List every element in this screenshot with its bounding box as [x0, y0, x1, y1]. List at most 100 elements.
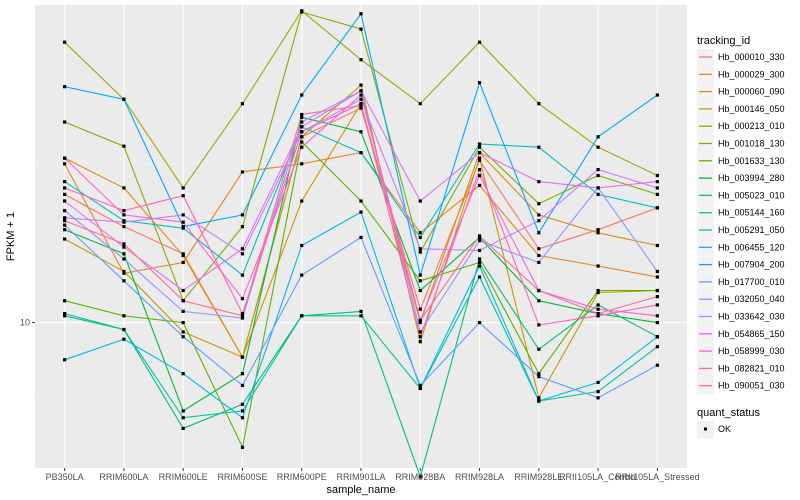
data-point	[596, 135, 600, 139]
data-point	[240, 445, 245, 449]
data-point	[63, 228, 67, 232]
data-point	[418, 475, 422, 479]
data-point	[596, 303, 600, 307]
data-point	[596, 290, 600, 295]
data-point	[122, 225, 126, 229]
data-point	[418, 335, 422, 339]
data-point	[655, 269, 659, 274]
data-point	[122, 242, 126, 246]
legend-label: Hb_000146_050	[718, 104, 785, 114]
data-point	[477, 145, 482, 149]
data-point	[655, 93, 659, 97]
data-point	[477, 151, 482, 155]
legend-label: Hb_007904_200	[718, 260, 785, 270]
data-point	[537, 253, 541, 258]
data-point	[477, 260, 482, 265]
legend-item: Hb_054865_150	[697, 325, 785, 343]
data-point	[122, 97, 126, 101]
legend-label: Hb_006455_120	[718, 242, 785, 252]
legend-label: Hb_082821_010	[718, 363, 785, 373]
data-point	[655, 295, 659, 299]
data-point	[181, 213, 185, 217]
legend-label: Hb_001633_130	[718, 156, 785, 166]
shape-legend-items: OK	[697, 421, 731, 438]
data-point	[359, 27, 363, 31]
data-point	[596, 145, 600, 149]
data-point	[537, 299, 541, 303]
data-point	[122, 220, 126, 224]
legend-item: Hb_000029_300	[697, 66, 785, 84]
data-point	[240, 252, 245, 256]
data-point	[122, 257, 126, 261]
data-point	[537, 372, 541, 376]
data-point	[537, 219, 541, 223]
data-point	[122, 245, 126, 249]
data-point	[596, 228, 600, 232]
x-tick-label: RRII105LA_Stressed	[615, 472, 700, 482]
data-point	[477, 257, 482, 261]
shape-legend-title: quant_status	[697, 407, 760, 419]
data-point	[537, 374, 541, 379]
legend-item: Hb_033642_030	[697, 308, 785, 326]
legend-item: Hb_082821_010	[697, 360, 785, 378]
data-point	[122, 144, 126, 148]
data-point	[596, 264, 600, 268]
y-axis-title: FPKM + 1	[5, 212, 17, 261]
data-point	[596, 186, 600, 190]
data-point	[596, 307, 600, 311]
data-point	[359, 102, 363, 106]
data-point	[596, 314, 600, 318]
data-point	[655, 186, 659, 190]
data-point	[63, 186, 67, 190]
data-point	[596, 396, 600, 400]
data-point	[655, 288, 659, 293]
x-tick-label: PB350LA	[46, 472, 84, 482]
data-point	[181, 426, 185, 431]
data-point	[359, 151, 363, 155]
data-point	[240, 316, 245, 320]
data-point	[240, 273, 245, 277]
data-point	[477, 173, 482, 178]
data-point	[359, 199, 363, 203]
data-point	[537, 323, 541, 327]
data-point	[181, 320, 185, 325]
data-point	[63, 311, 67, 316]
data-point	[596, 192, 600, 196]
x-tick-label: RRII105LA_Control	[559, 472, 637, 482]
data-point	[418, 330, 422, 334]
data-point	[63, 314, 67, 318]
data-point	[63, 223, 67, 227]
data-point	[240, 409, 245, 413]
data-point	[240, 372, 245, 376]
legend-label: Hb_017700_010	[718, 277, 785, 287]
data-point	[359, 130, 363, 134]
data-point	[655, 314, 659, 318]
legend-item: Hb_001018_130	[697, 135, 785, 153]
data-point	[240, 297, 245, 301]
data-point	[477, 248, 482, 253]
legend-label: Hb_005144_160	[718, 208, 785, 218]
data-point	[477, 40, 482, 44]
data-point	[418, 340, 422, 344]
data-point	[63, 199, 67, 203]
data-point	[181, 260, 185, 265]
data-point	[537, 247, 541, 251]
data-point	[596, 167, 600, 172]
data-point	[63, 192, 67, 196]
legend-label: Hb_000213_010	[718, 121, 785, 131]
data-point	[300, 10, 304, 14]
data-point	[596, 311, 600, 316]
x-tick-label: RRIM600PE	[277, 472, 327, 482]
data-point	[240, 170, 245, 174]
shape-legend-item: OK	[697, 421, 731, 438]
data-point	[359, 89, 363, 93]
legend-item: Hb_000146_050	[697, 100, 785, 118]
data-point	[418, 288, 422, 293]
legend-item: Hb_000213_010	[697, 118, 785, 136]
data-point	[537, 288, 541, 293]
legend-label: Hb_003994_280	[718, 173, 785, 183]
data-point	[122, 209, 126, 213]
data-point	[418, 320, 422, 325]
data-point	[537, 260, 541, 265]
data-point	[181, 220, 185, 224]
